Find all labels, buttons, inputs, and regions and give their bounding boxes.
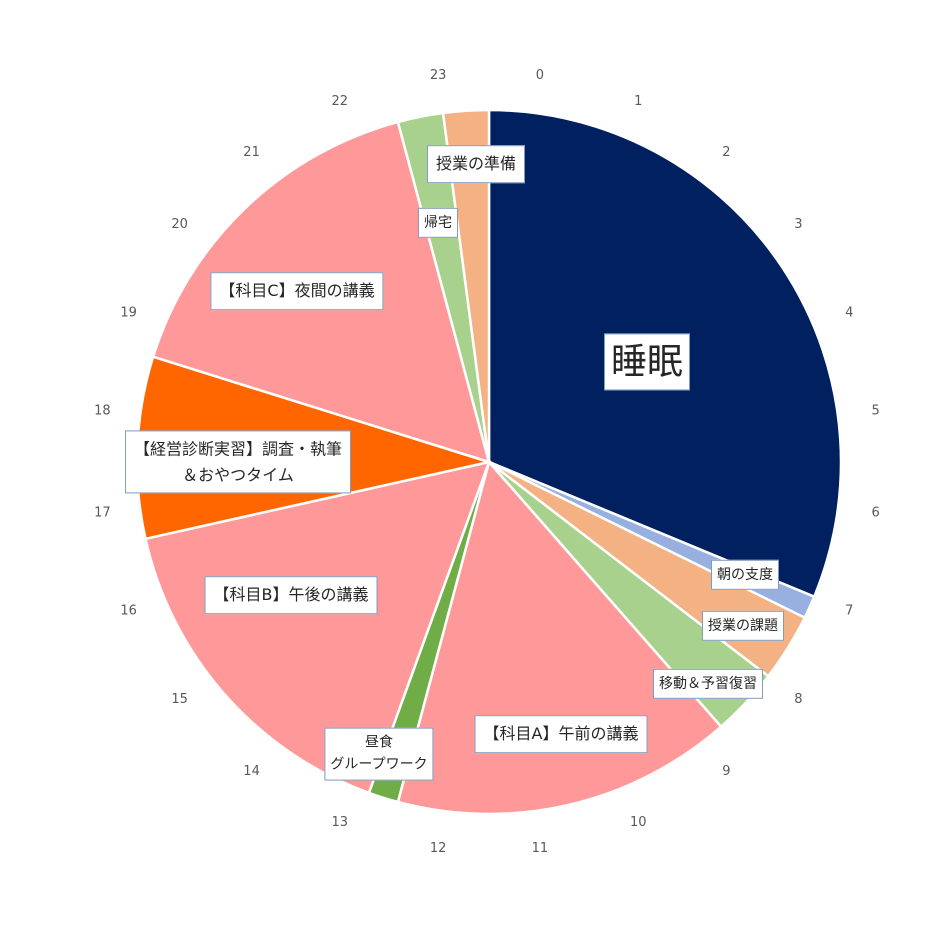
hour-label: 12: [430, 841, 447, 856]
pie-slice: [441, 108, 491, 463]
hour-label: 17: [94, 505, 111, 520]
hour-label: 5: [872, 404, 880, 419]
slice-label: 帰宅: [418, 207, 458, 239]
slice-label: 移動＆予習復習: [653, 668, 763, 700]
hour-label: 3: [794, 217, 802, 232]
hour-label: 11: [532, 841, 549, 856]
hour-label: 10: [630, 815, 647, 830]
slice-label: 睡眠: [603, 333, 691, 391]
hour-label: 7: [845, 604, 853, 619]
hour-label: 13: [331, 815, 348, 830]
hour-label: 8: [794, 692, 802, 707]
hour-label: 9: [722, 764, 730, 779]
slice-label: 【科目B】午後の講義: [204, 576, 378, 614]
hour-label: 4: [845, 305, 853, 320]
hour-label: 23: [430, 68, 447, 83]
hour-label: 6: [872, 505, 880, 520]
slice-label: 【経営診断実習】調査・執筆 ＆おやつタイム: [124, 430, 352, 494]
slice-label: 朝の支度: [711, 559, 779, 591]
hour-label: 1: [634, 94, 642, 109]
hour-label: 2: [722, 145, 730, 160]
hour-label: 0: [536, 68, 544, 83]
hour-label: 21: [243, 145, 260, 160]
hour-label: 15: [171, 692, 188, 707]
hour-label: 16: [120, 604, 137, 619]
slice-label: 授業の準備: [426, 145, 526, 183]
hour-label: 20: [171, 217, 188, 232]
hour-label: 19: [120, 305, 137, 320]
slice-label: 昼食 グループワーク: [324, 727, 434, 781]
hour-label: 18: [94, 404, 111, 419]
hour-label: 14: [243, 764, 260, 779]
slice-label: 授業の課題: [702, 610, 784, 642]
hour-label: 22: [331, 94, 348, 109]
slice-label: 【科目C】夜間の講義: [210, 272, 384, 310]
slice-label: 【科目A】午前の講義: [474, 715, 648, 753]
